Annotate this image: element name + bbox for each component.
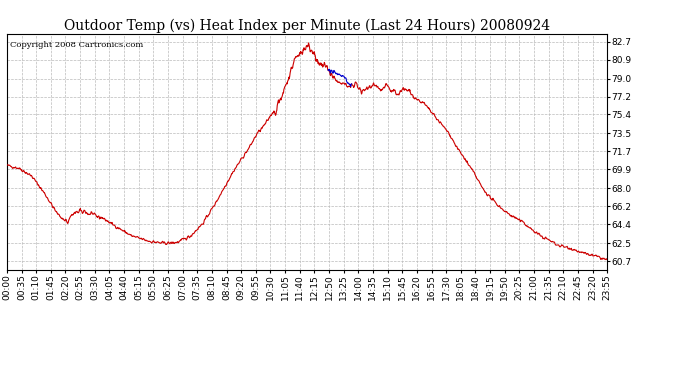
Title: Outdoor Temp (vs) Heat Index per Minute (Last 24 Hours) 20080924: Outdoor Temp (vs) Heat Index per Minute … <box>64 18 550 33</box>
Text: Copyright 2008 Cartronics.com: Copyright 2008 Cartronics.com <box>10 41 143 49</box>
